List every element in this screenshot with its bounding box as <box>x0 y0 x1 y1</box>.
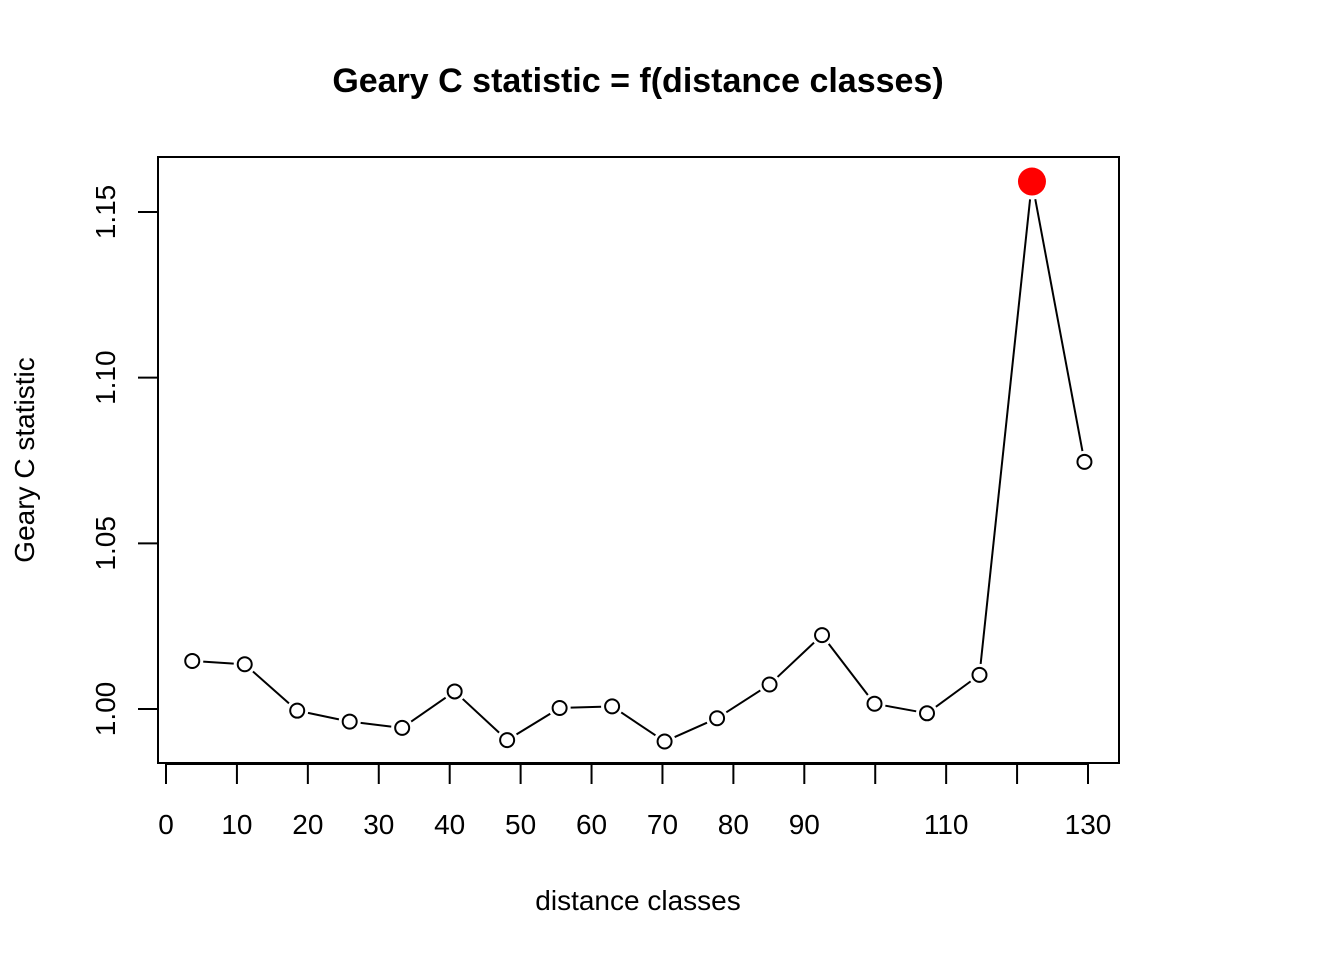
data-point <box>551 700 568 717</box>
x-tick-label: 130 <box>1065 809 1112 840</box>
series-segment <box>1034 199 1084 452</box>
data-point <box>761 676 778 693</box>
data-point <box>394 719 411 736</box>
x-tick-label: 10 <box>221 809 252 840</box>
x-axis-label: distance classes <box>535 885 740 916</box>
series-segment <box>410 696 447 723</box>
series-segment <box>515 712 551 736</box>
x-tick-label: 60 <box>576 809 607 840</box>
series-segment <box>203 660 234 665</box>
data-point <box>971 666 988 683</box>
data-point <box>446 683 463 700</box>
series-lines <box>203 199 1084 738</box>
y-axis: 1.00 1.05 1.10 1.15 <box>90 185 159 737</box>
x-tick-label: 70 <box>647 809 678 840</box>
data-point <box>184 652 201 669</box>
series-segment <box>979 199 1032 665</box>
chart-title: Geary C statistic = f(distance classes) <box>332 62 943 100</box>
data-point <box>1076 453 1093 470</box>
x-tick-label: 20 <box>292 809 323 840</box>
data-point <box>814 627 831 644</box>
x-tick-label: 30 <box>363 809 394 840</box>
y-tick-label: 1.00 <box>90 682 121 737</box>
x-tick-label: 110 <box>924 809 969 840</box>
series-segment <box>307 711 340 721</box>
x-tick-label: 80 <box>718 809 749 840</box>
x-tick-label: 0 <box>158 809 174 840</box>
y-tick-label: 1.10 <box>90 350 121 405</box>
series-segment <box>570 705 602 709</box>
x-tick-label: 50 <box>505 809 536 840</box>
series-points <box>184 167 1093 750</box>
y-tick-label: 1.15 <box>90 185 121 240</box>
data-point <box>919 705 936 722</box>
x-tick-label: 90 <box>789 809 820 840</box>
series-segment <box>674 721 708 738</box>
data-point <box>604 698 621 715</box>
series-segment <box>935 680 972 708</box>
series-segment <box>360 721 392 728</box>
data-point <box>341 713 358 730</box>
data-point <box>866 695 883 712</box>
series-segment <box>462 698 500 734</box>
data-point <box>709 710 726 727</box>
data-point <box>289 702 306 719</box>
y-tick-label: 1.05 <box>90 516 121 571</box>
data-point <box>499 732 516 749</box>
series-segment <box>252 670 290 705</box>
y-axis-label: Geary C statistic <box>9 357 40 562</box>
series-segment <box>620 711 657 737</box>
highlighted-data-point <box>1017 167 1046 196</box>
data-point <box>236 656 253 673</box>
series-segment <box>827 643 869 696</box>
x-axis: 0 10 20 30 40 50 60 70 80 90 110 130 <box>158 763 1112 840</box>
data-point <box>656 733 673 750</box>
series-segment <box>776 641 815 678</box>
series-segment <box>885 704 917 713</box>
x-tick-label: 40 <box>434 809 465 840</box>
series-segment <box>725 689 761 714</box>
